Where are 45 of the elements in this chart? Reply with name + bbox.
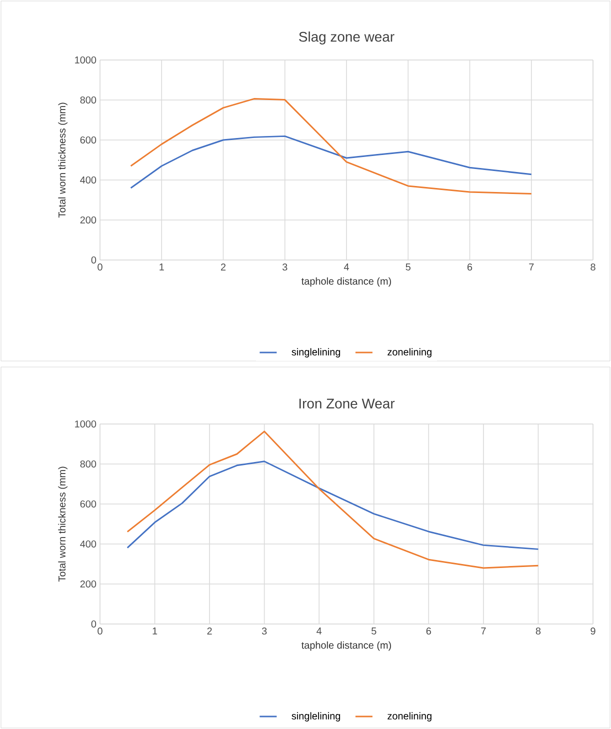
line-series (126, 460, 539, 550)
chart-title: Slag zone wear (299, 31, 394, 44)
y-tick-label: 1000 (75, 420, 96, 428)
y-tick-label: 400 (80, 176, 96, 184)
x-tick-label: 6 (426, 628, 431, 635)
x-tick-label: 4 (344, 264, 349, 270)
y-axis-title: Total worn thickness (mm) (58, 102, 68, 218)
x-tick-label: 2 (220, 264, 226, 270)
chart-title: Iron Zone Wear (299, 398, 395, 408)
x-tick-label: 8 (536, 628, 541, 635)
x-tick-label: 7 (481, 628, 486, 634)
x-tick-label: 2 (207, 628, 212, 634)
x-tick-label: 5 (406, 264, 410, 270)
y-tick-label: 0 (91, 620, 96, 628)
y-axis-title: Total worn thickness (mm) (58, 466, 68, 582)
x-axis-title: taphole distance (m) (302, 641, 391, 651)
x-tick-label: 1 (160, 264, 164, 270)
y-tick-label: 800 (80, 460, 96, 468)
legend-label: zonelining (388, 712, 432, 722)
x-tick-label: 7 (529, 264, 534, 270)
legend-label: zonelining (388, 348, 432, 358)
x-tick-label: 6 (467, 264, 472, 271)
x-axis-title: taphole distance (m) (302, 277, 391, 287)
line-series (130, 135, 532, 189)
y-tick-label: 200 (80, 216, 96, 224)
x-tick-label: 5 (372, 628, 376, 634)
x-tick-label: 0 (98, 628, 102, 635)
y-tick-label: 600 (80, 136, 96, 144)
line-series (126, 430, 539, 569)
line-series (130, 98, 532, 195)
y-tick-label: 400 (80, 540, 96, 548)
x-tick-label: 4 (316, 628, 322, 634)
legend-label: singlelining (292, 348, 340, 358)
y-tick-label: 0 (91, 256, 96, 264)
x-tick-label: 8 (590, 264, 596, 271)
y-tick-label: 800 (80, 96, 96, 104)
x-tick-label: 3 (282, 264, 288, 271)
x-tick-label: 1 (152, 628, 158, 634)
y-tick-label: 600 (80, 500, 96, 508)
x-tick-label: 3 (262, 628, 267, 635)
y-tick-label: 1000 (75, 56, 96, 64)
x-tick-label: 9 (590, 628, 596, 635)
y-tick-label: 200 (80, 580, 96, 588)
legend-label: singlelining (292, 712, 340, 722)
x-tick-label: 0 (98, 264, 102, 271)
